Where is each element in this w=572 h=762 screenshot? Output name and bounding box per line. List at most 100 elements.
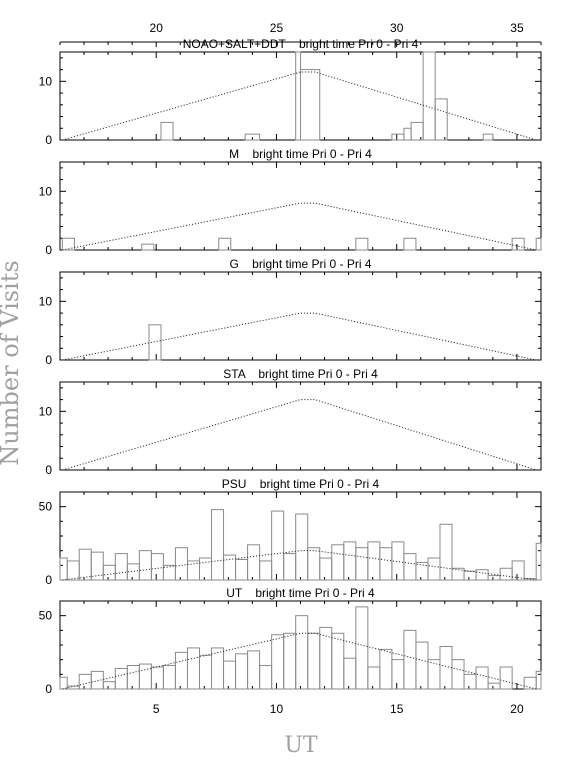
histogram-bar [218,237,232,251]
top-axis: 20 25 30 35 [59,21,542,47]
model-curve [62,71,537,141]
y-tick-label: 10 [39,184,53,198]
histogram-bar [482,133,494,141]
panel: M bright time Pri 0 - Pri 4 0 10 [39,147,542,257]
histogram-bar [259,665,273,690]
histogram-bar [271,510,285,581]
histogram-bar [487,682,501,690]
histogram-bar [114,553,128,581]
histogram-bar [535,670,542,690]
panel: STA bright time Pri 0 - Pri 4 0 10 [39,367,542,477]
histogram-bar [355,237,369,251]
histogram-bar [391,133,405,141]
panel-title: NOAO+SALT+DDT bright time Pri 0 - Pri 4 [183,37,419,51]
model-curve [62,550,537,581]
histogram-bar [295,513,309,581]
y-tick-label: 10 [39,294,53,308]
histogram-bar [59,557,68,581]
histogram-bar [499,666,513,690]
histogram-bar [114,667,128,690]
histogram-bar [475,666,489,690]
histogram-bar [223,554,237,581]
y-tick-label: 0 [45,243,52,257]
histogram-bar [391,659,405,690]
histogram-bar [150,553,164,581]
y-tick-label: 0 [45,133,52,147]
histogram-bar [427,659,441,690]
histogram-bar [319,557,333,581]
y-tick-label: 0 [45,682,52,696]
model-curve [62,632,537,690]
histogram-bar [535,542,542,581]
panel-title: UT bright time Pri 0 - Pri 4 [226,586,375,600]
histogram-bar [434,98,448,141]
histogram-bar [247,544,261,581]
histogram-bar [247,650,261,690]
histogram-bar [174,651,188,690]
top-tick-label: 35 [510,21,524,35]
model-curve [62,202,537,251]
histogram-bar [355,606,369,690]
histogram-bar [403,629,417,690]
y-tick-label: 0 [45,463,52,477]
histogram-bar [235,558,249,581]
x-tick-label: 5 [153,702,160,716]
panel: PSU bright time Pri 0 - Pri 4 0 50 [39,477,542,587]
y-axis-label: Number of Visits [0,260,24,465]
histogram-bar [141,243,155,251]
panel: G bright time Pri 0 - Pri 4 0 10 [39,257,542,367]
histogram-bar [403,127,412,141]
y-tick-label: 50 [39,500,53,514]
histogram-bar [403,237,417,251]
histogram-bar [160,121,174,141]
top-tick-label: 30 [390,21,404,35]
x-tick-label: 15 [390,702,404,716]
histogram-bar [367,666,381,690]
histogram-bar [511,237,525,251]
histogram-bar [259,560,273,581]
histogram-bar [319,626,333,690]
histogram-bar [126,563,140,581]
histogram-bar [331,544,345,581]
histogram-bar [211,647,225,690]
panel-frame [59,271,542,361]
histogram-bar [90,670,104,690]
histogram-bar [403,553,417,581]
histogram-bar [244,133,261,141]
panel-title: G bright time Pri 0 - Pri 4 [229,257,371,271]
panel: UT bright time Pri 0 - Pri 4 0 50 [39,586,542,696]
model-curve [62,312,537,361]
histogram-bar [379,547,393,581]
histogram-bar [162,564,176,581]
bottom-axis: 5 10 15 20 [153,702,524,716]
histogram-bar [475,569,489,581]
histogram-bar [211,509,225,581]
histogram-bar [186,647,200,690]
histogram-bar [410,121,424,141]
histogram-bar [162,665,176,690]
histogram-bar [174,547,188,581]
panels: NOAO+SALT+DDT bright time Pri 0 - Pri 4 0… [39,37,542,696]
panel-title: M bright time Pri 0 - Pri 4 [229,147,372,161]
histogram-bar [235,653,249,690]
panel-title: PSU bright time Pri 0 - Pri 4 [222,477,380,491]
histogram-bar [415,641,429,690]
panel-title: STA bright time Pri 0 - Pri 4 [223,367,378,381]
histogram-bar [307,632,321,690]
x-tick-label: 20 [510,702,524,716]
histogram-bar [138,663,152,690]
model-curve [62,399,537,471]
panel-frame [59,491,542,581]
histogram-bar [223,660,237,690]
histogram-bar [355,547,369,581]
histogram-bar [422,51,436,141]
histogram-bar [102,681,116,690]
histogram-bar [463,570,477,581]
panel: NOAO+SALT+DDT bright time Pri 0 - Pri 4 0… [39,37,542,147]
histogram-bar [300,69,321,141]
y-tick-label: 50 [39,609,53,623]
histogram-bar [66,560,80,581]
y-tick-label: 10 [39,404,53,418]
histogram-bar [439,523,453,581]
